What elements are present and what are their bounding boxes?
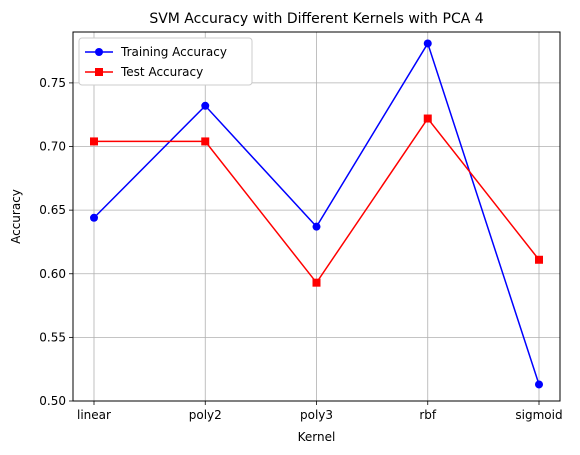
legend: Training Accuracy Test Accuracy: [78, 37, 253, 86]
data-point: [535, 255, 543, 264]
data-point: [90, 137, 98, 146]
y-tick-label: 0.55: [39, 330, 66, 344]
data-point: [535, 380, 543, 389]
legend-item: Training Accuracy: [85, 45, 227, 59]
x-axis-label: Kernel: [298, 430, 336, 444]
grid: [73, 32, 560, 402]
legend-item: Test Accuracy: [85, 65, 203, 79]
legend-marker: [95, 48, 103, 56]
chart-title: SVM Accuracy with Different Kernels with…: [149, 11, 483, 27]
x-tick-label: linear: [77, 408, 111, 422]
series-2: [90, 114, 543, 287]
y-tick-label: 0.75: [39, 76, 66, 90]
data-point: [423, 39, 432, 48]
x-tick-label: rbf: [419, 408, 437, 422]
ticks: linear poly2 poly3 rbf sigmoid 0.50 0.55 0.60 0.…: [39, 76, 562, 422]
data-point: [201, 137, 210, 146]
y-axis-label: Accuracy: [9, 189, 23, 244]
legend-label: Training Accuracy: [120, 45, 227, 59]
data-point: [312, 278, 321, 287]
y-tick-label: 0.60: [39, 267, 66, 281]
y-tick-label: 0.65: [39, 203, 66, 217]
legend-label: Test Accuracy: [120, 65, 203, 79]
data-point: [90, 213, 98, 222]
y-tick-label: 0.70: [39, 140, 66, 154]
data-point: [423, 114, 432, 123]
data-point: [201, 101, 210, 110]
legend-marker: [95, 68, 103, 76]
x-tick-label: poly2: [189, 408, 222, 422]
x-tick-label: poly3: [300, 408, 333, 422]
data-point: [312, 222, 321, 231]
legend-box: [78, 37, 253, 86]
y-tick-label: 0.50: [39, 394, 66, 408]
series-layer: [90, 39, 543, 389]
series-1: [90, 39, 543, 389]
x-tick-label: sigmoid: [515, 408, 562, 422]
